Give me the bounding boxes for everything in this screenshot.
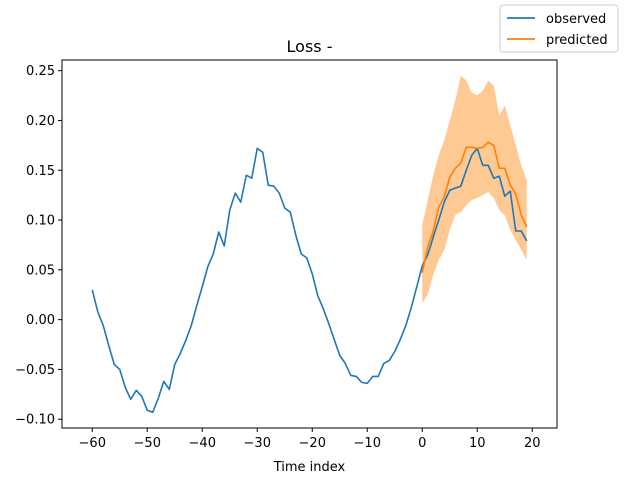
y-tick-label: 0.25: [26, 64, 55, 79]
y-tick-label: −0.05: [15, 363, 55, 378]
x-tick-label: −50: [134, 436, 161, 451]
x-axis-label: Time index: [273, 460, 346, 475]
legend: observed predicted: [499, 4, 619, 53]
x-tick-label: −30: [244, 436, 271, 451]
legend-label-predicted: predicted: [546, 33, 608, 48]
series-line-layer: [91, 141, 528, 414]
x-tick-label: −10: [354, 436, 381, 451]
x-tick-label: −20: [299, 436, 326, 451]
x-tick-label: 10: [469, 436, 486, 451]
y-ticks: −0.10 −0.05 0.00 0.05 0.10 0.15 0.20 0.25: [15, 64, 62, 428]
y-tick-label: 0.10: [26, 214, 55, 229]
y-tick-label: 0.05: [26, 263, 55, 278]
y-tick-label: −0.10: [15, 413, 55, 428]
y-tick-label: 0.15: [26, 164, 55, 179]
plot-frame: [61, 59, 558, 429]
chart-title: Loss -: [287, 37, 333, 56]
legend-box: [499, 4, 619, 53]
x-tick-label: 20: [524, 436, 541, 451]
series-line-predicted: [421, 141, 528, 273]
y-tick-label: 0.00: [26, 313, 55, 328]
x-tick-label: 0: [418, 436, 426, 451]
prediction-interval-band: [422, 75, 527, 303]
series-line-observed: [91, 147, 528, 414]
x-tick-label: −40: [189, 436, 216, 451]
x-tick-label: −60: [79, 436, 106, 451]
confidence-band-layer: [422, 75, 527, 303]
x-ticks: −60 −50 −40 −30 −20 −10 0 10 20: [79, 428, 541, 451]
y-tick-label: 0.20: [26, 114, 55, 129]
legend-label-observed: observed: [546, 12, 606, 27]
